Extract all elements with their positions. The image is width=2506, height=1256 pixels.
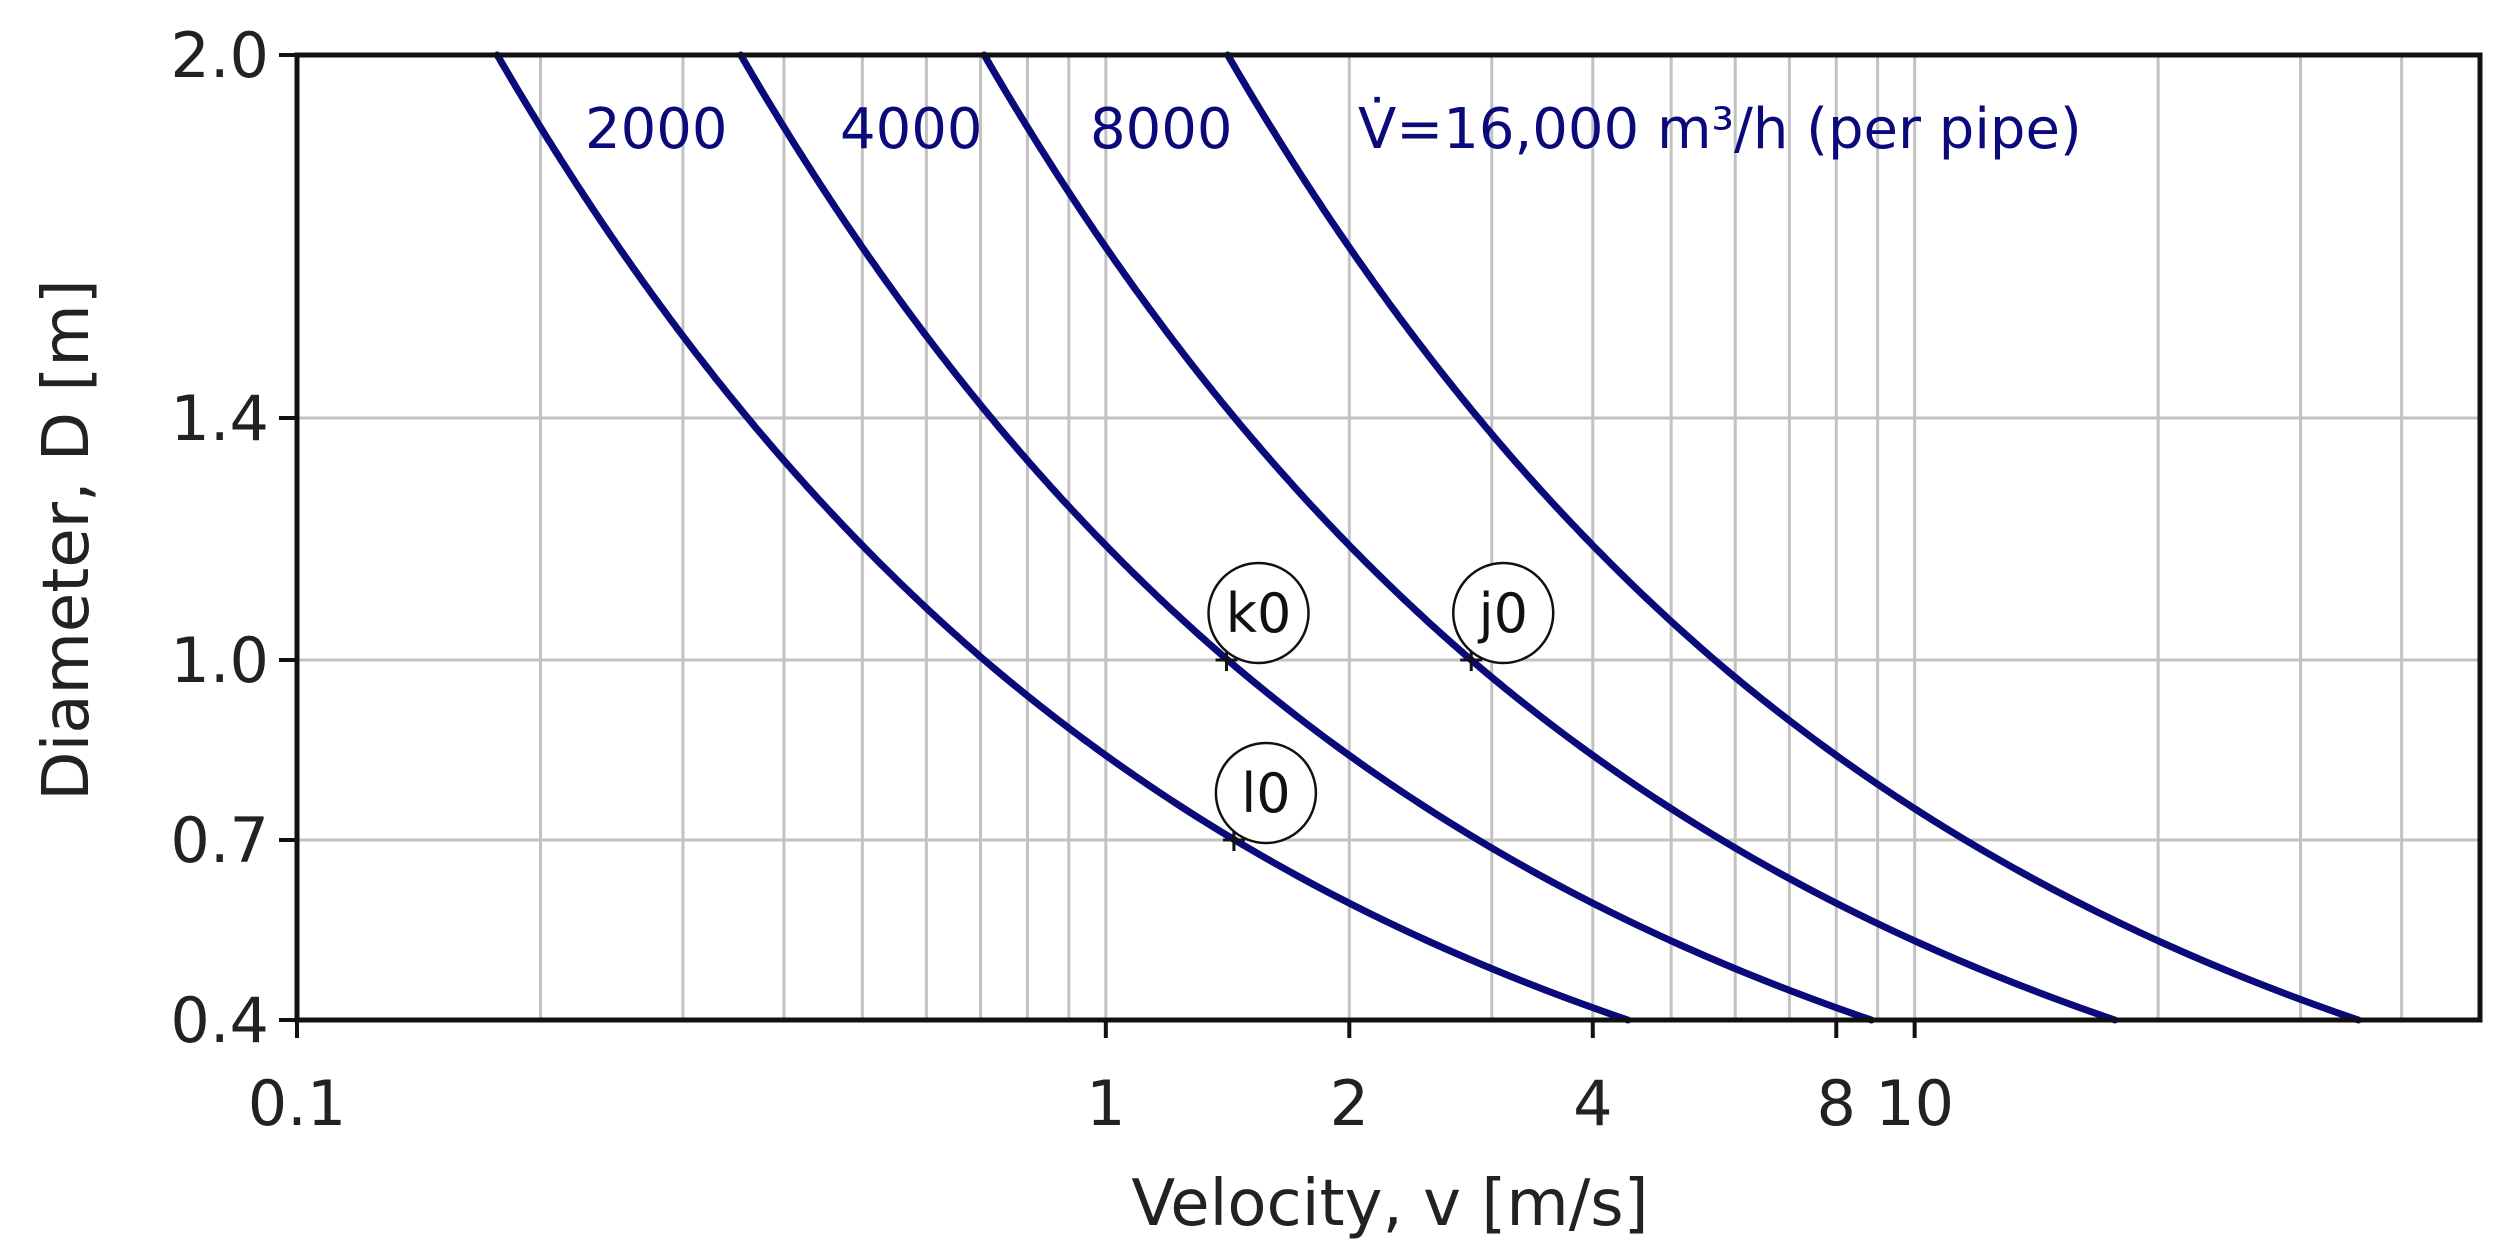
series-line-2000 <box>493 51 1632 1024</box>
x-tick-label: 2 <box>1330 1067 1369 1140</box>
grid <box>297 53 2482 1022</box>
x-tick-label: 0.1 <box>248 1067 347 1140</box>
x-axis-label: Velocity, v [m/s] <box>1131 1167 1648 1241</box>
series-line-8000 <box>980 51 2119 1024</box>
y-tick-label: 1.0 <box>170 624 269 697</box>
y-tick-label: 0.4 <box>170 984 269 1057</box>
point-label-circle <box>1214 741 1318 845</box>
point-label: k0 <box>1226 582 1292 645</box>
plot-frame <box>294 52 2483 1023</box>
series-line-4000 <box>737 51 1875 1024</box>
marked-point-k0: k0 <box>1207 561 1310 671</box>
point-label: j0 <box>1478 582 1528 645</box>
x-tick-label: 1 <box>1086 1067 1125 1140</box>
point-label-circle <box>1207 561 1310 665</box>
x-tick-label: 8 <box>1817 1067 1856 1140</box>
axis-ticks: 0.1 1 2 4 8 10 0.4 0.7 1.0 1.4 2.0 <box>170 19 1954 1140</box>
marked-point-j0: j0 <box>1451 561 1555 671</box>
y-tick-label: 0.7 <box>170 804 269 877</box>
curve-label-2000: 2000 <box>585 97 728 162</box>
y-tick-label: 2.0 <box>170 19 269 92</box>
point-label-circle <box>1451 561 1555 665</box>
x-tick-label: 10 <box>1875 1067 1954 1140</box>
curve-labels: 2000 4000 8000 V̇=16,000 m³/h (per pipe) <box>585 97 2082 162</box>
curve-label-8000: 8000 <box>1090 97 1233 162</box>
marked-point-l0: l0 <box>1214 741 1318 851</box>
x-tick-label: 4 <box>1573 1067 1612 1140</box>
curve-label-4000: 4000 <box>840 97 983 162</box>
y-tick-label: 1.4 <box>170 382 269 455</box>
curve-label-16000: V̇=16,000 m³/h (per pipe) <box>1358 97 2082 162</box>
series-curves <box>493 51 2362 1024</box>
y-axis-label: Diameter, D [m] <box>30 279 104 800</box>
marked-points: k0 j0 l0 <box>1207 561 1555 851</box>
point-label: l0 <box>1241 762 1290 825</box>
series-line-16000 <box>1224 51 2362 1024</box>
